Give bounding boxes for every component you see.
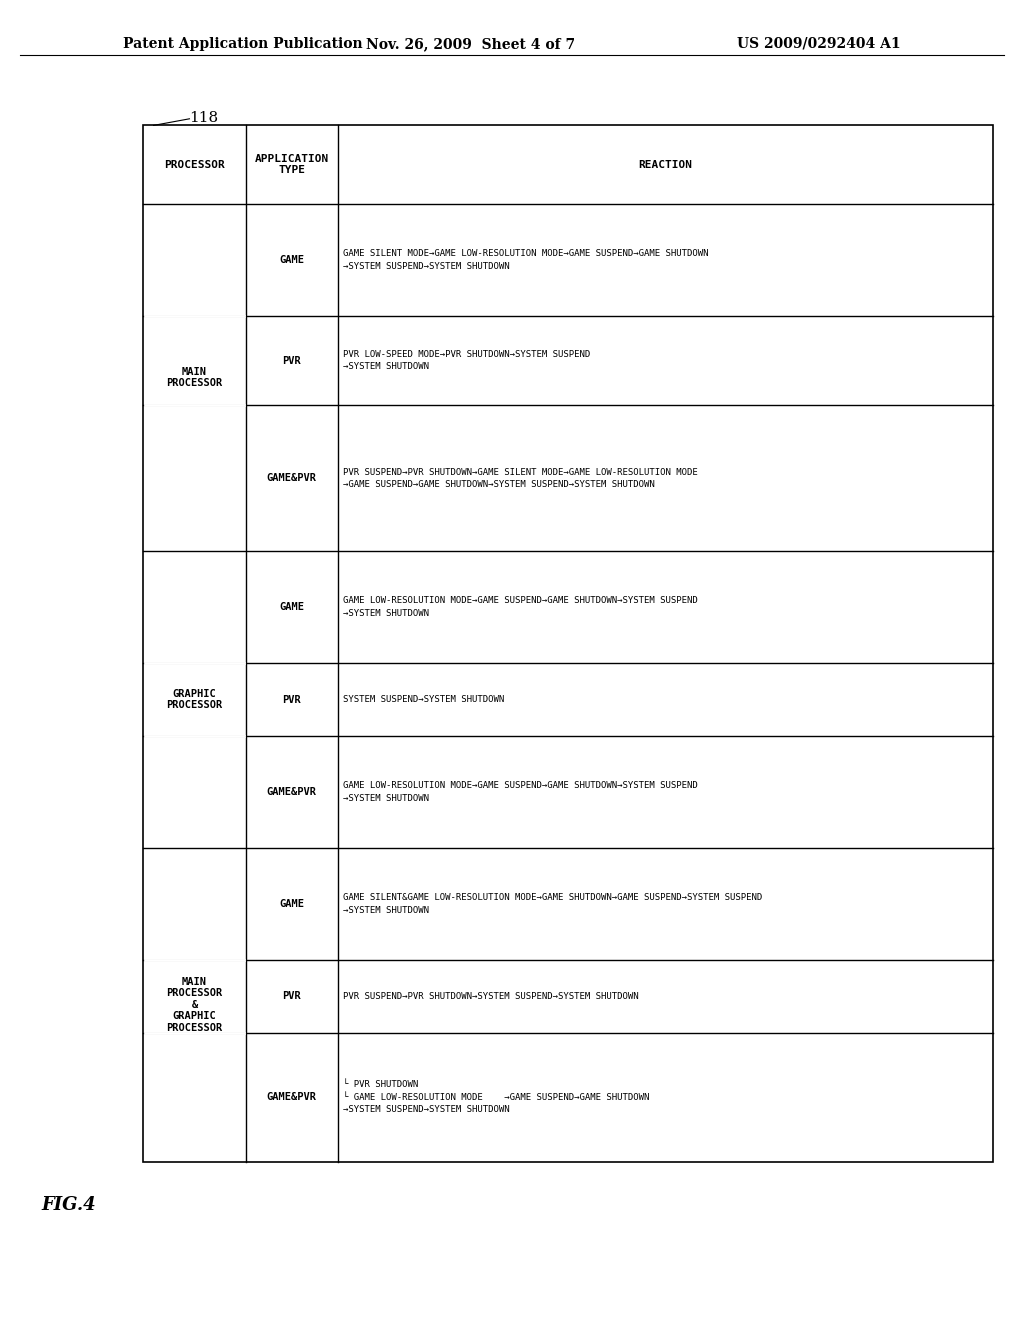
Text: 118: 118	[189, 111, 218, 125]
Text: APPLICATION
TYPE: APPLICATION TYPE	[255, 154, 329, 176]
Text: PVR: PVR	[283, 355, 301, 366]
Text: PVR: PVR	[283, 694, 301, 705]
Text: GAME: GAME	[280, 602, 304, 612]
Text: GAME&PVR: GAME&PVR	[267, 787, 316, 797]
Text: Nov. 26, 2009  Sheet 4 of 7: Nov. 26, 2009 Sheet 4 of 7	[367, 37, 575, 51]
Text: FIG.4: FIG.4	[41, 1196, 95, 1214]
Text: └ PVR SHUTDOWN
└ GAME LOW-RESOLUTION MODE    →GAME SUSPEND→GAME SHUTDOWN
→SYSTEM: └ PVR SHUTDOWN └ GAME LOW-RESOLUTION MOD…	[343, 1080, 649, 1114]
Text: PVR SUSPEND→PVR SHUTDOWN→SYSTEM SUSPEND→SYSTEM SHUTDOWN: PVR SUSPEND→PVR SHUTDOWN→SYSTEM SUSPEND→…	[343, 991, 639, 1001]
Text: GAME LOW-RESOLUTION MODE→GAME SUSPEND→GAME SHUTDOWN→SYSTEM SUSPEND
→SYSTEM SHUTD: GAME LOW-RESOLUTION MODE→GAME SUSPEND→GA…	[343, 781, 697, 803]
Text: GAME&PVR: GAME&PVR	[267, 474, 316, 483]
Text: Patent Application Publication: Patent Application Publication	[123, 37, 362, 51]
Text: MAIN
PROCESSOR: MAIN PROCESSOR	[167, 367, 222, 388]
Text: GAME: GAME	[280, 899, 304, 909]
Text: PROCESSOR: PROCESSOR	[164, 160, 225, 169]
Text: PVR SUSPEND→PVR SHUTDOWN→GAME SILENT MODE→GAME LOW-RESOLUTION MODE
→GAME SUSPEND: PVR SUSPEND→PVR SHUTDOWN→GAME SILENT MOD…	[343, 467, 697, 488]
Text: MAIN
PROCESSOR
&
GRAPHIC
PROCESSOR: MAIN PROCESSOR & GRAPHIC PROCESSOR	[167, 977, 222, 1034]
Text: GAME SILENT MODE→GAME LOW-RESOLUTION MODE→GAME SUSPEND→GAME SHUTDOWN
→SYSTEM SUS: GAME SILENT MODE→GAME LOW-RESOLUTION MOD…	[343, 249, 709, 271]
Text: GAME LOW-RESOLUTION MODE→GAME SUSPEND→GAME SHUTDOWN→SYSTEM SUSPEND
→SYSTEM SHUTD: GAME LOW-RESOLUTION MODE→GAME SUSPEND→GA…	[343, 597, 697, 618]
Text: PVR LOW-SPEED MODE→PVR SHUTDOWN→SYSTEM SUSPEND
→SYSTEM SHUTDOWN: PVR LOW-SPEED MODE→PVR SHUTDOWN→SYSTEM S…	[343, 350, 590, 371]
Text: US 2009/0292404 A1: US 2009/0292404 A1	[737, 37, 901, 51]
Text: GAME: GAME	[280, 255, 304, 265]
Text: SYSTEM SUSPEND→SYSTEM SHUTDOWN: SYSTEM SUSPEND→SYSTEM SHUTDOWN	[343, 696, 504, 704]
Bar	[143, 125, 993, 1162]
Text: REACTION: REACTION	[639, 160, 692, 169]
Text: GAME&PVR: GAME&PVR	[267, 1092, 316, 1102]
Text: GRAPHIC
PROCESSOR: GRAPHIC PROCESSOR	[167, 689, 222, 710]
Text: GAME SILENT&GAME LOW-RESOLUTION MODE→GAME SHUTDOWN→GAME SUSPEND→SYSTEM SUSPEND
→: GAME SILENT&GAME LOW-RESOLUTION MODE→GAM…	[343, 894, 762, 915]
Text: PVR: PVR	[283, 991, 301, 1002]
